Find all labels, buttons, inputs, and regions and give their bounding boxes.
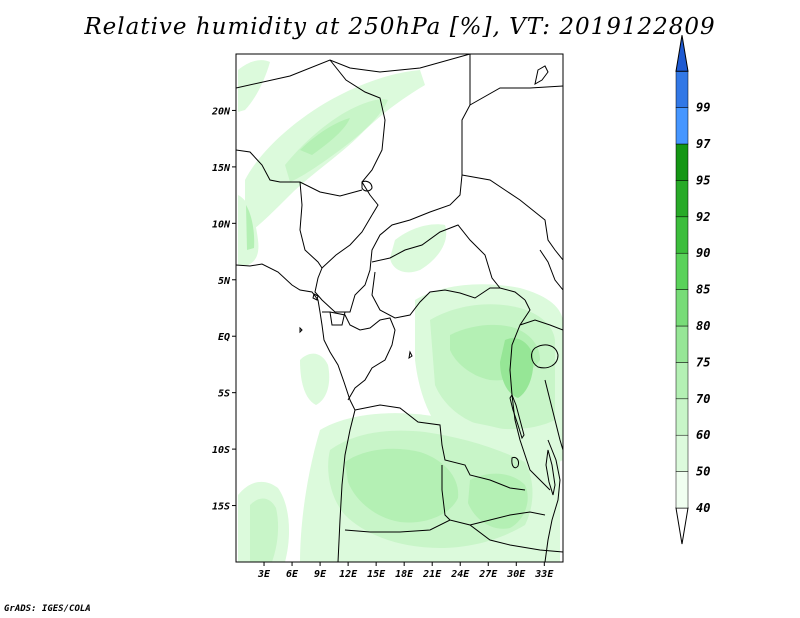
border-mali-niger <box>329 59 386 216</box>
lake-chad <box>361 180 373 192</box>
border-mali-south <box>236 149 363 197</box>
border-gabon-inner <box>329 311 346 326</box>
colorbar-legend: 40 50 60 70 75 80 85 90 92 95 97 99 <box>675 35 711 545</box>
lon-tick-label: 15E <box>367 569 386 580</box>
colorbar-segment <box>675 434 689 472</box>
longitude-axis: 3E 6E 9E 12E 15E 18E 21E 24E 27E 30E 33E <box>257 562 554 580</box>
colorbar-level-label: 70 <box>696 392 710 406</box>
colorbar-segment <box>675 471 689 509</box>
lake-malawi <box>545 449 556 496</box>
colorbar-level-label: 97 <box>696 137 711 151</box>
border-drc-east <box>509 299 551 491</box>
lon-tick-label: 3E <box>257 569 271 580</box>
lon-tick-label: 33E <box>534 569 554 580</box>
colorbar-level-label: 50 <box>696 465 710 479</box>
border-zambia-south <box>469 511 546 526</box>
colorbar-segment <box>675 252 689 290</box>
lon-tick-label: 30E <box>506 569 526 580</box>
colorbar-segment <box>675 70 689 108</box>
humidity-region-nw-core <box>285 99 388 182</box>
border-sudan-south <box>461 174 563 261</box>
lon-tick-label: 24E <box>450 569 470 580</box>
lake-tanganyika <box>509 393 525 440</box>
border-east-africa <box>539 249 563 291</box>
border-east-coast <box>544 439 561 562</box>
humidity-region-east-lakes <box>500 338 534 398</box>
lat-tick-label: 5N <box>218 276 231 287</box>
lon-tick-label: 27E <box>478 569 498 580</box>
colorbar-segment <box>675 289 689 327</box>
lon-tick-label: 6E <box>286 569 299 580</box>
colorbar-segment <box>675 143 689 181</box>
border-zambia-angola <box>441 465 451 521</box>
lake-mweru <box>511 457 519 469</box>
lat-tick-label: 5S <box>218 389 230 400</box>
border-chad-car <box>371 224 501 289</box>
lon-tick-label: 12E <box>339 569 358 580</box>
border-uganda-kenya <box>519 319 563 331</box>
border-nigeria <box>299 181 373 269</box>
colorbar-top-arrow <box>675 35 689 72</box>
colorbar-level-label: 75 <box>696 355 710 369</box>
colorbar-segment <box>675 362 689 400</box>
colorbar-level-label: 80 <box>696 319 710 333</box>
humidity-region-coast-strip <box>300 353 330 405</box>
lat-tick-label: 20N <box>211 106 231 117</box>
colorbar-level-label: 85 <box>696 283 710 297</box>
colorbar-segment <box>675 216 689 254</box>
humidity-region-chad <box>390 224 447 273</box>
humidity-region-nw-top <box>238 60 270 112</box>
humidity-region-nw-inner <box>300 118 350 155</box>
colorbar-level-label: 95 <box>696 173 710 187</box>
border-car-drc <box>371 271 526 319</box>
border-congo-gabon <box>322 311 396 401</box>
humidity-region-sw-core <box>250 498 279 562</box>
lat-tick-label: EQ <box>218 332 230 343</box>
colorbar-level-label: 99 <box>696 101 710 115</box>
grads-credit: GrADS: IGES/COLA <box>4 604 91 614</box>
island-sao-tome <box>299 326 303 334</box>
lon-tick-label: 21E <box>422 569 442 580</box>
map-title: Relative humidity at 250hPa [%], VT: 201… <box>84 14 716 40</box>
humidity-region-west-coast-core <box>246 205 255 250</box>
lat-tick-label: 10N <box>212 219 231 230</box>
lon-tick-label: 9E <box>314 569 327 580</box>
colorbar-segment <box>675 325 689 363</box>
lake-victoria <box>531 344 559 369</box>
colorbar-level-label: 60 <box>696 428 710 442</box>
colorbar-level-label: 92 <box>696 210 710 224</box>
humidity-shading <box>238 60 563 562</box>
latitude-axis: 20N 15N 10N 5N EQ 5S 10S 15S <box>211 106 236 513</box>
border-nigeria-cameroon <box>314 54 471 313</box>
humidity-region-south-inner <box>345 448 459 523</box>
border-drc-angola <box>354 404 526 491</box>
country-boundaries <box>236 54 563 562</box>
colorbar-bottom-arrow <box>675 507 689 545</box>
coastline-west-africa <box>236 263 356 562</box>
island-coast-bits <box>408 350 413 360</box>
lat-tick-label: 15S <box>212 502 230 513</box>
border-tanzania <box>544 379 563 451</box>
colorbar-level-label: 40 <box>696 501 710 515</box>
map-frame <box>235 53 564 563</box>
colorbar-segment <box>675 107 689 145</box>
border-angola-south <box>344 519 563 553</box>
border-sudan <box>469 85 563 106</box>
border-sahara-north <box>236 54 471 89</box>
colorbar-level-label: 90 <box>696 246 710 260</box>
lat-tick-label: 15N <box>212 163 231 174</box>
lat-tick-label: 10S <box>212 445 230 456</box>
colorbar-segment <box>675 180 689 218</box>
colorbar-segment <box>675 398 689 436</box>
island-bioko <box>312 293 319 301</box>
lon-tick-label: 18E <box>395 569 414 580</box>
island-ne <box>534 65 549 85</box>
